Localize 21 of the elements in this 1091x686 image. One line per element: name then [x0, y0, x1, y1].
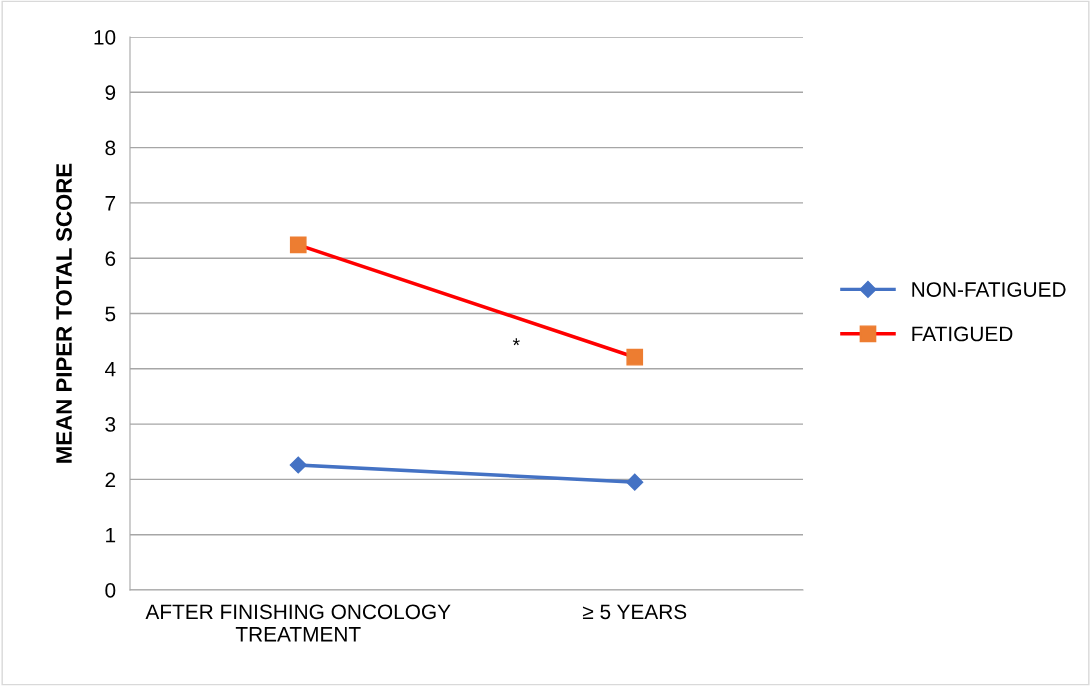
legend-label: FATIGUED: [912, 326, 1013, 342]
y-tick-label: 9: [105, 85, 116, 101]
annotation: *: [512, 338, 520, 346]
y-tick-label: 0: [105, 583, 116, 598]
y-tick-label: 6: [105, 251, 116, 266]
y-tick-label: 10: [94, 30, 116, 45]
legend-label: NON-FATIGUED: [912, 282, 1066, 297]
x-tick-label: AFTER FINISHING ONCOLOGY TREATMENT: [145, 604, 451, 642]
y-tick-label: 5: [105, 306, 116, 322]
y-tick-label: 3: [105, 417, 116, 432]
y-tick-label: 2: [105, 472, 116, 487]
y-tick-label: 4: [105, 362, 116, 377]
y-tick-label: 7: [105, 196, 116, 211]
point: [289, 456, 307, 474]
y-tick-label: 1: [106, 527, 116, 543]
point: [626, 473, 644, 491]
point: [626, 348, 644, 366]
x-tick-label: ≥ 5 YEARS: [582, 604, 687, 620]
y-axis-title: MEAN PIPER TOTAL SCORE: [56, 163, 72, 463]
point: [289, 236, 307, 254]
y-tick-label: 8: [105, 140, 116, 156]
